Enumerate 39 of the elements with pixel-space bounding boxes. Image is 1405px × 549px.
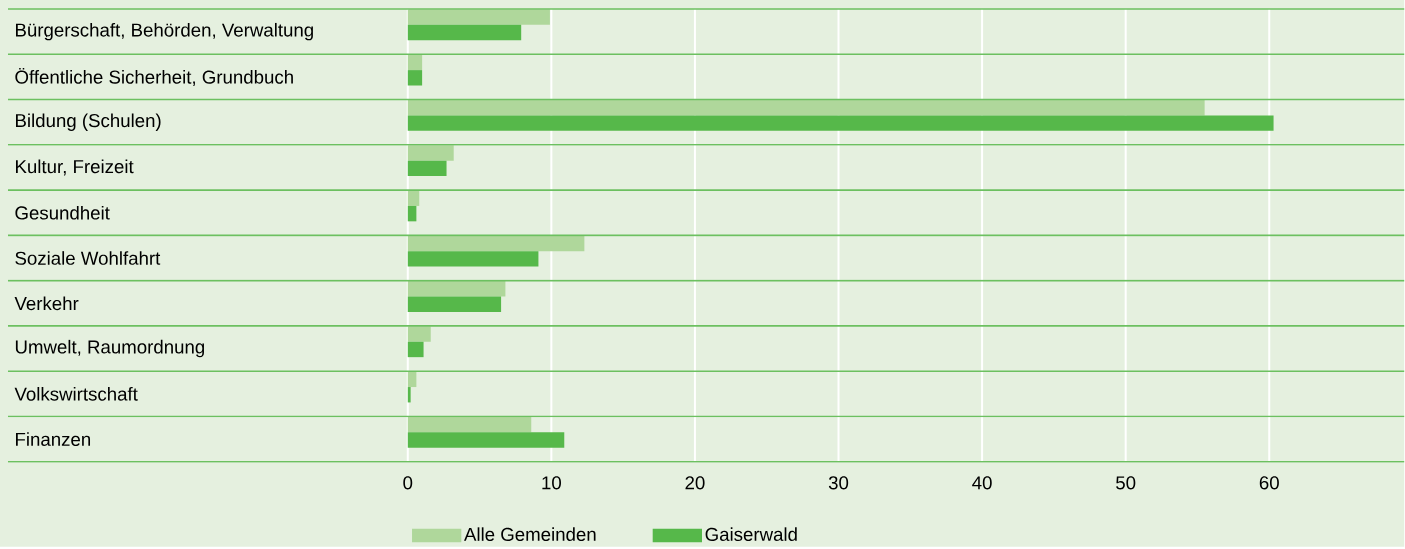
bar: [407, 341, 424, 358]
bar: [407, 432, 565, 448]
y-tick-label: Kultur, Freizeit: [16, 159, 134, 176]
bar: [407, 145, 454, 161]
legend-label: Alle Gemeinden: [464, 527, 596, 542]
x-tick-label: 0: [403, 476, 413, 490]
bar: [407, 371, 417, 388]
bar: [407, 387, 411, 403]
bar: [407, 160, 447, 177]
bar: [407, 115, 1274, 131]
bar: [407, 70, 423, 86]
legend-label: Gaiserwald: [705, 527, 797, 542]
bar: [407, 190, 420, 206]
bar: [407, 54, 423, 71]
x-tick-label: 10: [542, 476, 561, 490]
bar: [407, 326, 431, 342]
y-tick-label: Soziale Wohlfahrt: [15, 251, 161, 265]
bar: [407, 100, 1205, 116]
y-tick-label: Bürgerschaft, Behörden, Verwaltung: [16, 22, 313, 41]
y-tick-label: Gesundheit: [15, 205, 110, 220]
y-tick-label: Volkswirtschaft: [14, 387, 138, 401]
y-tick-label: Öffentliche Sicherheit, Grundbuch: [15, 67, 293, 86]
x-tick-label: 40: [972, 476, 992, 490]
x-tick-label: 60: [1259, 476, 1279, 490]
bar: [407, 281, 506, 297]
y-tick-label: Verkehr: [14, 296, 79, 311]
x-tick-label: 30: [828, 476, 849, 490]
bar: [407, 251, 539, 267]
y-tick-label: Bildung (Schulen): [16, 113, 161, 131]
x-tick-label: 50: [1116, 476, 1136, 490]
bar: [407, 296, 502, 312]
bar: [407, 416, 532, 433]
bar: [407, 9, 550, 25]
x-tick-label: 20: [685, 476, 705, 490]
bar: [407, 205, 417, 222]
y-tick-label: Finanzen: [16, 432, 91, 446]
y-tick-label: Umwelt, Raumordnung: [15, 339, 205, 358]
bar: [407, 24, 522, 41]
bar: [407, 235, 585, 252]
